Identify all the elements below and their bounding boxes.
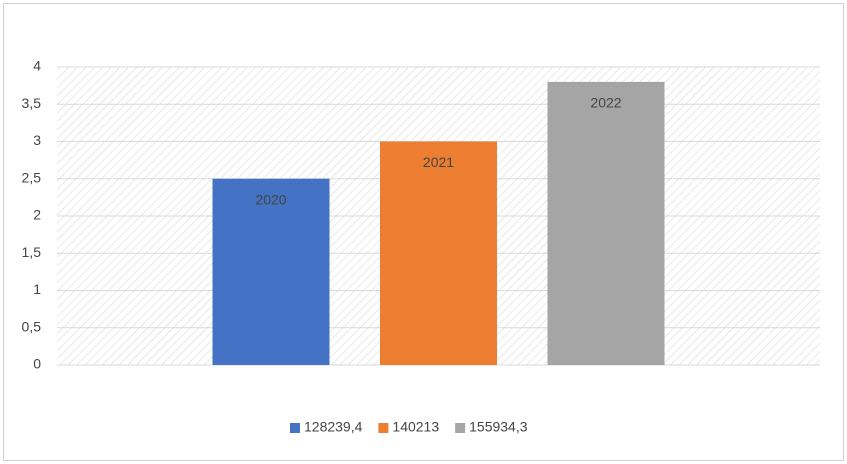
y-tick-label: 0 <box>33 356 41 372</box>
bar-annotation: 2021 <box>423 154 454 170</box>
legend-label: 155934,3 <box>469 419 528 435</box>
bar <box>547 81 665 366</box>
legend-swatch <box>290 423 300 433</box>
bar-annotation: 2020 <box>255 191 286 207</box>
y-tick-label: 2,5 <box>22 169 42 185</box>
legend-swatch <box>455 423 466 433</box>
y-tick-label: 1,5 <box>22 244 42 260</box>
y-tick-label: 3 <box>33 132 41 148</box>
y-tick-label: 1 <box>33 281 41 297</box>
legend-swatch <box>378 423 389 433</box>
bar <box>212 178 330 365</box>
y-tick-label: 3,5 <box>22 95 42 111</box>
legend-label: 140213 <box>392 419 439 435</box>
legend-label: 128239,4 <box>304 419 363 435</box>
bar <box>380 141 497 365</box>
y-tick-label: 0,5 <box>22 318 42 334</box>
y-tick-label: 4 <box>33 58 41 74</box>
y-tick-label: 2 <box>33 207 41 223</box>
bar-annotation: 2022 <box>590 95 621 111</box>
